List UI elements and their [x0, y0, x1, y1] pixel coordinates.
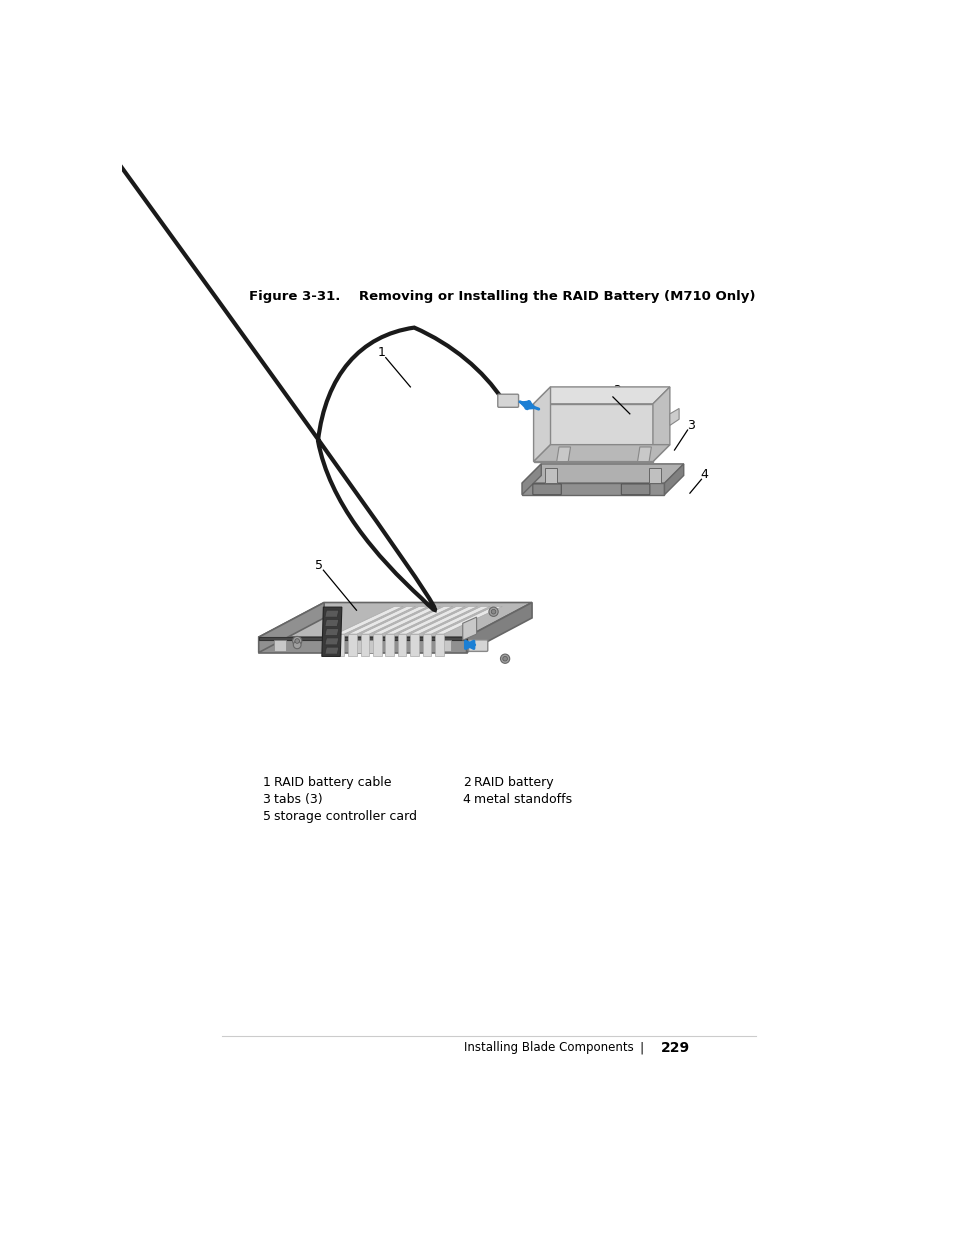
Polygon shape: [385, 634, 394, 656]
Circle shape: [293, 636, 301, 646]
FancyBboxPatch shape: [533, 484, 560, 495]
Text: 3: 3: [262, 793, 270, 805]
Circle shape: [502, 656, 507, 661]
Text: metal standoffs: metal standoffs: [474, 793, 572, 805]
Circle shape: [293, 641, 301, 648]
Polygon shape: [544, 468, 557, 483]
Text: 1: 1: [376, 346, 385, 358]
Polygon shape: [348, 634, 356, 656]
Polygon shape: [385, 606, 453, 634]
Polygon shape: [521, 483, 664, 495]
Polygon shape: [373, 606, 440, 634]
Polygon shape: [325, 647, 338, 655]
Circle shape: [500, 655, 509, 663]
Polygon shape: [348, 606, 416, 634]
Polygon shape: [258, 603, 532, 637]
Text: 1: 1: [262, 776, 270, 789]
Polygon shape: [533, 445, 669, 462]
Polygon shape: [466, 603, 532, 652]
Polygon shape: [410, 606, 477, 634]
Polygon shape: [258, 603, 324, 652]
Text: 229: 229: [659, 1041, 689, 1055]
FancyBboxPatch shape: [468, 640, 487, 651]
Text: |: |: [639, 1041, 643, 1053]
Text: Figure 3-31.    Removing or Installing the RAID Battery (M710 Only): Figure 3-31. Removing or Installing the …: [249, 290, 755, 304]
FancyBboxPatch shape: [620, 484, 649, 495]
Polygon shape: [521, 464, 540, 495]
Text: storage controller card: storage controller card: [274, 810, 416, 823]
Circle shape: [491, 609, 496, 614]
Polygon shape: [410, 634, 418, 656]
Polygon shape: [533, 404, 652, 462]
Polygon shape: [397, 606, 465, 634]
FancyBboxPatch shape: [497, 394, 518, 408]
Polygon shape: [664, 464, 683, 495]
Polygon shape: [351, 640, 374, 652]
Text: 4: 4: [462, 793, 470, 805]
Polygon shape: [397, 634, 406, 656]
Text: 5: 5: [262, 810, 271, 823]
Polygon shape: [335, 606, 403, 634]
Polygon shape: [325, 629, 338, 636]
Polygon shape: [521, 464, 683, 483]
Polygon shape: [669, 409, 679, 425]
Text: Installing Blade Components: Installing Blade Components: [463, 1041, 633, 1053]
Circle shape: [294, 638, 299, 643]
Polygon shape: [422, 606, 490, 634]
Polygon shape: [274, 640, 285, 651]
Text: tabs (3): tabs (3): [274, 793, 322, 805]
Polygon shape: [360, 606, 428, 634]
Polygon shape: [637, 447, 651, 462]
Polygon shape: [648, 468, 659, 483]
Polygon shape: [533, 387, 669, 404]
Polygon shape: [557, 447, 570, 462]
Polygon shape: [652, 387, 669, 462]
Polygon shape: [462, 618, 476, 640]
Polygon shape: [435, 606, 502, 634]
Polygon shape: [325, 638, 338, 645]
Polygon shape: [373, 634, 381, 656]
Text: RAID battery: RAID battery: [474, 776, 554, 789]
Polygon shape: [422, 634, 431, 656]
Polygon shape: [325, 610, 338, 618]
Polygon shape: [258, 637, 466, 640]
Polygon shape: [435, 634, 443, 656]
Text: RAID battery cable: RAID battery cable: [274, 776, 391, 789]
Text: 2: 2: [612, 384, 620, 398]
Text: 4: 4: [700, 468, 708, 482]
Polygon shape: [258, 637, 466, 652]
Text: 5: 5: [314, 559, 322, 572]
Polygon shape: [439, 640, 451, 651]
Text: 2: 2: [462, 776, 470, 789]
Polygon shape: [321, 608, 341, 656]
Circle shape: [488, 608, 497, 616]
Text: 3: 3: [686, 419, 694, 432]
Polygon shape: [533, 387, 550, 462]
Polygon shape: [360, 634, 369, 656]
Polygon shape: [325, 620, 338, 626]
Polygon shape: [335, 634, 344, 656]
